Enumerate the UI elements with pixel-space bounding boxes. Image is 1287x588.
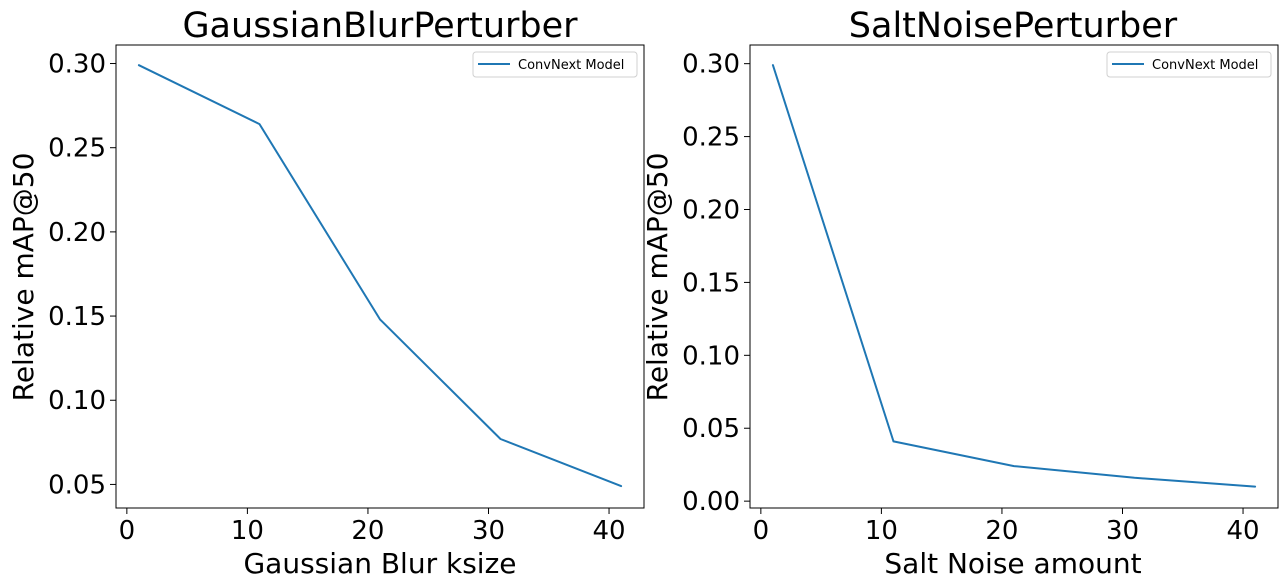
chart-gaussian-blur: GaussianBlurPerturber Gaussian Blur ksiz… (7, 6, 645, 580)
x-tick-label: 30 (1106, 516, 1139, 546)
y-axis-label: Relative mAP@50 (641, 153, 674, 402)
chart-title: GaussianBlurPerturber (182, 6, 578, 46)
y-tick-label: 0.15 (682, 268, 740, 298)
x-tick-label: 20 (351, 516, 384, 546)
y-tick-label: 0.20 (48, 218, 106, 248)
y-tick-label: 0.30 (48, 50, 106, 80)
x-tick-label: 40 (1226, 516, 1259, 546)
x-tick-label: 30 (472, 516, 505, 546)
legend-label: ConvNext Model (1152, 58, 1258, 73)
y-tick-label: 0.30 (682, 50, 740, 80)
series-line (137, 64, 623, 488)
legend-label: ConvNext Model (518, 58, 624, 73)
x-tick-label: 20 (985, 516, 1018, 546)
legend-box (472, 51, 638, 78)
legend-box (1106, 51, 1272, 78)
x-tick-label: 40 (592, 516, 625, 546)
y-tick-label: 0.05 (682, 414, 740, 444)
y-tick-label: 0.10 (682, 341, 740, 371)
y-tick-label: 0.10 (48, 386, 106, 416)
x-axis-label: Gaussian Blur ksize (243, 547, 516, 580)
series-line (771, 64, 1257, 488)
x-axis-label: Salt Noise amount (884, 547, 1141, 580)
chart-salt-noise: SaltNoisePerturber Salt Noise amount Rel… (641, 6, 1279, 580)
plot-area (771, 64, 1257, 488)
y-tick-label: 0.25 (48, 134, 106, 164)
x-tick-label: 0 (119, 516, 136, 546)
x-tick-label: 10 (231, 516, 264, 546)
y-tick-label: 0.15 (48, 302, 106, 332)
y-tick-label: 0.00 (682, 487, 740, 517)
chart-title: SaltNoisePerturber (849, 6, 1178, 46)
plot-area (137, 64, 623, 488)
plot-frame (749, 44, 1279, 509)
y-axis-label: Relative mAP@50 (7, 153, 40, 402)
x-tick-label: 0 (753, 516, 770, 546)
plot-frame (115, 44, 645, 509)
x-tick-label: 10 (865, 516, 898, 546)
axis-ticks: 0 10 20 30 40 0.00 0.05 0.10 0.15 0.20 0.25 0.30 (682, 50, 1259, 546)
legend: ConvNext Model (472, 51, 638, 78)
legend: ConvNext Model (1106, 51, 1272, 78)
axis-ticks: 0 10 20 30 40 0.05 0.10 0.15 0.20 0.25 0.30 (48, 50, 625, 546)
y-tick-label: 0.20 (682, 195, 740, 225)
y-tick-label: 0.05 (48, 470, 106, 500)
y-tick-label: 0.25 (682, 123, 740, 153)
